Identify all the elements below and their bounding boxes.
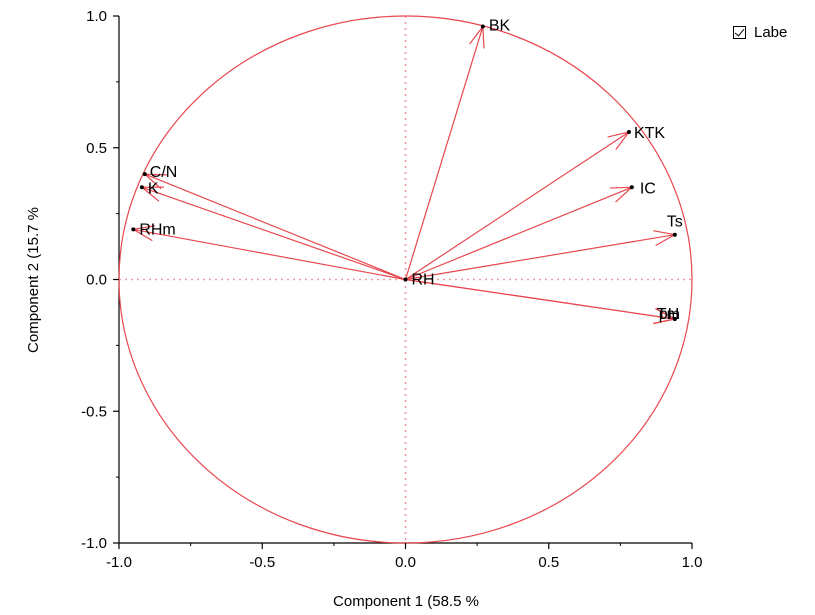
legend[interactable]: Labe [733, 24, 787, 41]
point-bk [480, 24, 485, 29]
point-ph [672, 317, 677, 322]
point-ts [672, 232, 677, 237]
label-tm: Tm [657, 306, 680, 323]
label-rhm: RHm [139, 221, 175, 238]
arrow-ktk [405, 131, 630, 281]
y-tick-label: 0.5 [86, 140, 107, 157]
label-k: K [148, 180, 159, 197]
y-tick-label: -0.5 [81, 403, 107, 420]
point-rh [403, 277, 408, 282]
point-ktk [626, 129, 631, 134]
point-ic [629, 185, 634, 190]
point-k [139, 185, 144, 190]
label-ktk: KTK [634, 125, 665, 142]
label-ph: pH [659, 306, 679, 323]
label-ic: IC [640, 180, 656, 197]
arrow-cn [144, 173, 406, 281]
x-tick-label: 0.5 [538, 554, 559, 571]
label-cn: C/N [150, 164, 178, 181]
label-ts: Ts [667, 214, 683, 231]
point-rhm [131, 227, 136, 232]
x-tick-label: 1.0 [682, 554, 703, 571]
arrow-ph [405, 278, 675, 320]
legend-label: Labe [754, 24, 788, 41]
label-rh: RH [412, 272, 435, 289]
label-bk: BK [489, 18, 511, 35]
y-axis-title: Component 2 (15.7 % [25, 207, 42, 353]
x-tick-label: -0.5 [249, 554, 275, 571]
y-tick-label: -1.0 [81, 535, 107, 552]
point-cn [142, 172, 147, 177]
y-tick-label: 0.0 [86, 272, 107, 289]
x-tick-label: -1.0 [106, 554, 132, 571]
y-tick-label: 1.0 [86, 8, 107, 25]
x-axis-title: Component 1 (58.5 % [333, 593, 479, 610]
arrow-rhm [133, 228, 406, 281]
x-tick-label: 0.0 [395, 554, 416, 571]
legend-checkbox[interactable] [733, 26, 746, 39]
arrow-bk [404, 26, 484, 280]
arrow-ts [405, 234, 675, 281]
arrow-k [141, 186, 406, 281]
arrow-ic [405, 186, 633, 281]
